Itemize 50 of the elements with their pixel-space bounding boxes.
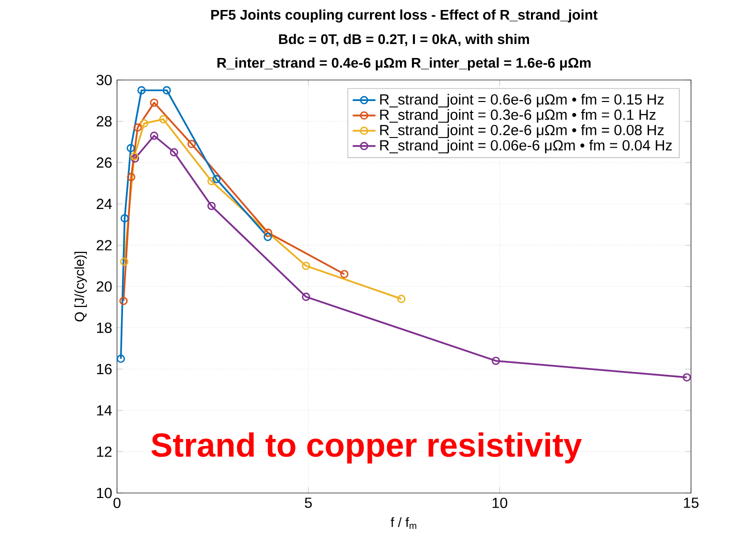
x-tick-label: 5 (304, 498, 312, 508)
point (119, 296, 128, 306)
x-axis-title: f / f$_{m}$ (390, 517, 416, 529)
point (264, 232, 272, 242)
point (162, 86, 171, 94)
y-tick-label: 30 (96, 74, 112, 86)
point (120, 214, 129, 222)
legend-label: R_strand_joint = 0.6e-6 μΩm • fm = 0.15 Hz (380, 94, 664, 108)
point (170, 148, 178, 156)
point (682, 373, 691, 382)
point (302, 292, 310, 301)
point (212, 174, 221, 184)
y-tick-label: 22 (96, 240, 112, 250)
point (207, 177, 216, 186)
point (116, 354, 125, 363)
legend-label: R_strand_joint = 0.3e-6 μΩm • fm = 0.1 Hz (380, 109, 656, 123)
point (207, 202, 216, 210)
x-tick-label: 0 (113, 498, 120, 508)
point (159, 115, 168, 124)
y-tick-label: 26 (96, 157, 112, 168)
y-tick-label: 14 (97, 405, 112, 416)
y-tick-label: 10 (97, 488, 112, 498)
y-tick-label: 16 (97, 364, 112, 374)
point (127, 172, 136, 182)
chart-title: PF5 Joints coupling current loss - Effect of R_strand_joint (211, 9, 598, 23)
x-tick-label: 15 (684, 498, 699, 508)
point (397, 294, 406, 304)
point (492, 356, 500, 365)
point (137, 86, 146, 94)
legend-label: R_strand_joint = 0.06e-6 μΩm • fm = 0.04 Hz (380, 140, 672, 154)
point (120, 258, 128, 266)
y-tick-label: 28 (96, 116, 112, 126)
y-tick-label: 12 (97, 446, 112, 457)
point (134, 123, 142, 132)
point (140, 119, 148, 128)
legend-label: R_strand_joint = 0.2e-6 μΩm • fm = 0.08 Hz (380, 124, 664, 138)
point (302, 262, 310, 270)
y-tick-label: 20 (96, 281, 112, 292)
text: R_inter_strand = 0.4e-6 μΩm R_inter_petal = 1.6e-6 μΩm (217, 57, 591, 71)
annotation: Strand to copper resistivity (151, 432, 582, 464)
y-tick-label: 18 (97, 322, 112, 333)
point (340, 270, 348, 278)
point (150, 98, 158, 107)
point (126, 144, 135, 152)
point (187, 140, 196, 148)
point (150, 132, 158, 140)
y-axis-title: Q [J/(cycle)] (74, 252, 87, 322)
chart-subtitle: Bdc = 0T, dB = 0.2T, I = 0kA, with shim (279, 34, 529, 46)
y-tick-label: 24 (96, 198, 112, 210)
x-tick-label: 10 (492, 498, 508, 508)
